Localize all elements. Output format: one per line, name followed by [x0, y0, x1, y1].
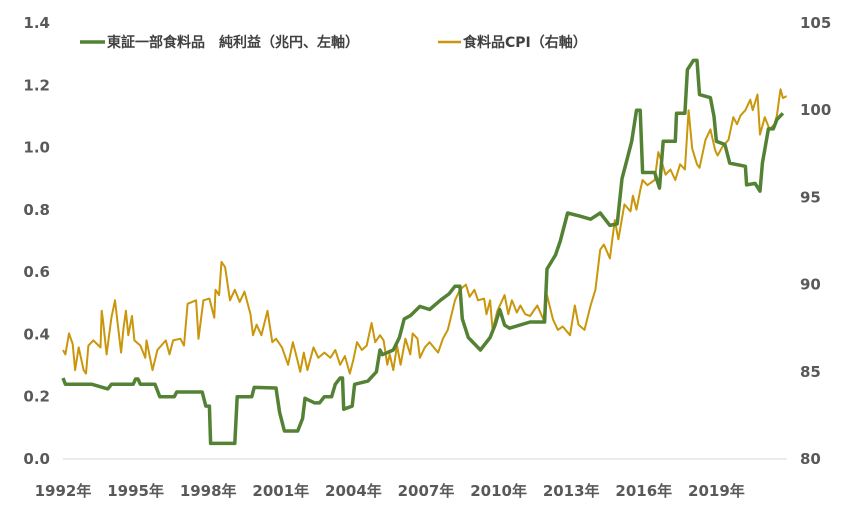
x-tick-label: 2007年: [398, 482, 455, 500]
x-tick-label: 2001年: [252, 482, 309, 500]
y-right-tick-label: 100: [800, 101, 831, 119]
y-left-tick-label: 1.2: [23, 76, 50, 94]
x-tick-label: 2013年: [543, 482, 600, 500]
x-tick-label: 1995年: [107, 482, 164, 500]
y-left-tick-label: 0.8: [23, 201, 50, 219]
y-left-tick-label: 0.6: [23, 263, 50, 281]
x-tick-label: 1998年: [180, 482, 237, 500]
series-line-profit: [61, 58, 785, 446]
y-left-tick-label: 0.2: [23, 388, 50, 406]
x-tick-label: 1992年: [35, 482, 92, 500]
y-left-tick-label: 0.0: [23, 450, 50, 468]
x-tick-label: 2010年: [470, 482, 527, 500]
y-right-tick-label: 95: [800, 188, 821, 206]
series-lines: [61, 58, 788, 446]
legend: 東証一部食料品 純利益（兆円、左軸） 食料品CPI（右軸）: [80, 34, 587, 51]
x-tick-label: 2004年: [325, 482, 382, 500]
y-right-tick-label: 105: [800, 14, 831, 32]
y-left-tick-label: 1.0: [23, 139, 50, 157]
y-left-tick-label: 1.4: [23, 14, 50, 32]
legend-label-profit: 東証一部食料品 純利益（兆円、左軸）: [107, 34, 359, 51]
x-tick-label: 2016年: [615, 482, 672, 500]
x-tick-label: 2019年: [688, 482, 745, 500]
y-right-tick-label: 90: [800, 276, 821, 294]
tick-labels: 0.0 0.2 0.4 0.6 0.8 1.0 1.2 1.4 80 85 90 95 100 105 19…: [23, 14, 831, 500]
series-line-cpi: [62, 88, 788, 375]
y-right-tick-label: 85: [800, 363, 821, 381]
y-left-tick-label: 0.4: [23, 325, 50, 343]
legend-label-cpi: 食料品CPI（右軸）: [463, 34, 587, 51]
y-right-tick-label: 80: [800, 450, 821, 468]
